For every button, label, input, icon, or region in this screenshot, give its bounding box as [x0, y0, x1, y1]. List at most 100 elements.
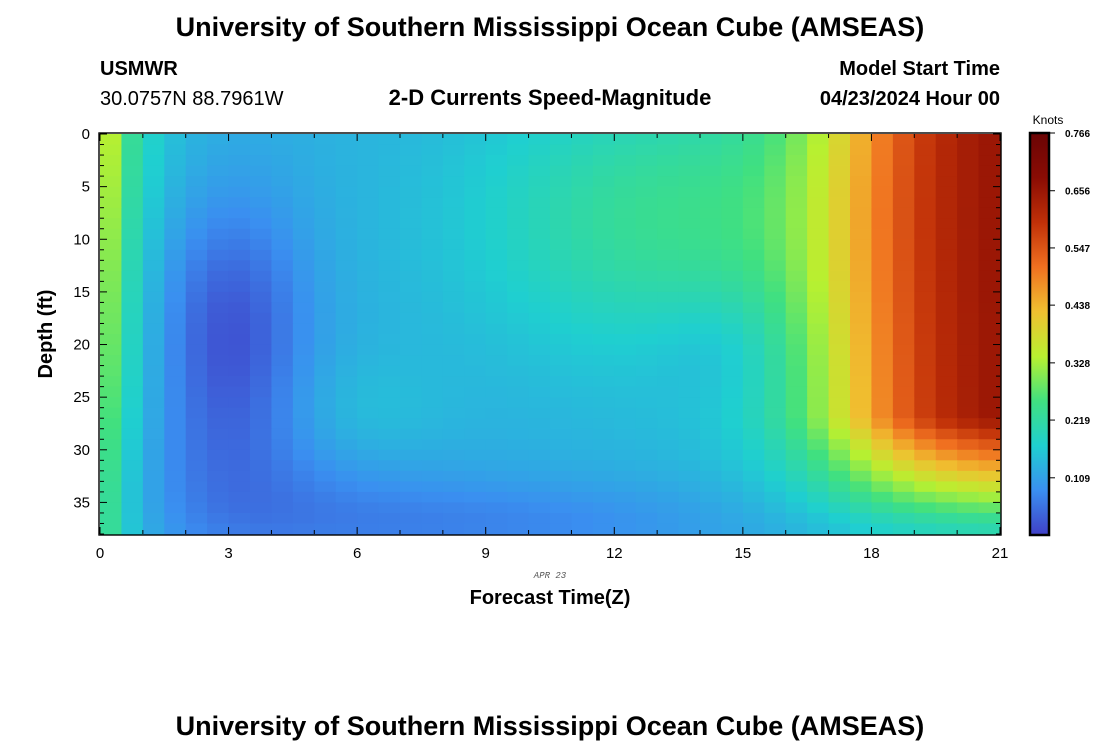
heatmap-cell [764, 502, 787, 514]
heatmap-cell [250, 302, 273, 314]
heatmap-cell [507, 460, 530, 472]
heatmap-cell [442, 449, 465, 461]
heatmap-cell [400, 291, 423, 304]
heatmap-cell [464, 439, 487, 451]
heatmap-cell [721, 344, 744, 356]
heatmap-cell [850, 481, 873, 493]
heatmap-cell [357, 428, 380, 440]
heatmap-cell [421, 165, 444, 177]
heatmap-cell [421, 344, 444, 356]
heatmap-cell [528, 312, 551, 325]
heatmap-cell [571, 512, 594, 525]
heatmap-cell [635, 491, 658, 504]
heatmap-cell [807, 270, 830, 282]
heatmap-cell [378, 281, 401, 293]
heatmap-cell [528, 165, 551, 177]
heatmap-cell [550, 291, 573, 304]
heatmap-cell [507, 449, 530, 461]
heatmap-cell [871, 407, 894, 419]
heatmap-cell [550, 312, 573, 325]
heatmap-cell [550, 481, 573, 493]
heatmap-cell [421, 228, 444, 240]
heatmap-cell [828, 512, 851, 525]
heatmap-cell [935, 270, 958, 282]
heatmap-cell [314, 365, 337, 377]
heatmap-cell [207, 418, 230, 430]
heatmap-cell [914, 134, 937, 146]
heatmap-cell [764, 512, 787, 525]
heatmap-cell [507, 165, 530, 177]
heatmap-cell [442, 334, 465, 346]
heatmap-cell [871, 428, 894, 440]
heatmap-cell [228, 355, 251, 367]
heatmap-cell [892, 481, 915, 493]
heatmap-cell [721, 134, 744, 146]
colorbar-tick-label: 0.328 [1065, 359, 1090, 370]
heatmap-cell [464, 323, 487, 335]
heatmap-cell [550, 376, 573, 388]
heatmap-cell [592, 207, 615, 219]
heatmap-cell [207, 491, 230, 504]
heatmap-cell [121, 376, 144, 388]
heatmap-cell [335, 270, 358, 282]
heatmap-cell [914, 239, 937, 251]
heatmap-cell [635, 449, 658, 461]
heatmap-cell [442, 155, 465, 167]
heatmap-cell [550, 134, 573, 146]
heatmap-cell [250, 491, 273, 504]
heatmap-cell [892, 407, 915, 419]
heatmap-cell [228, 176, 251, 188]
heatmap-cell [614, 249, 637, 261]
heatmap-cell [442, 239, 465, 251]
heatmap-cell [742, 302, 765, 314]
heatmap-cell [850, 397, 873, 409]
heatmap-cell [442, 144, 465, 156]
heatmap-cell [335, 523, 358, 535]
heatmap-cell [892, 386, 915, 398]
heatmap-cell [400, 523, 423, 535]
heatmap-cell [464, 302, 487, 314]
heatmap-cell [528, 144, 551, 156]
heatmap-cell [935, 249, 958, 261]
heatmap-cell [592, 134, 615, 146]
heatmap-cell [678, 523, 701, 535]
heatmap-cell [378, 470, 401, 482]
heatmap-cell [528, 512, 551, 525]
heatmap-cell [764, 207, 787, 219]
heatmap-cell [164, 491, 187, 504]
heatmap-cell [892, 376, 915, 388]
heatmap-cell [635, 176, 658, 188]
heatmap-cell [378, 386, 401, 398]
heatmap-cell [935, 376, 958, 388]
heatmap-cell [228, 165, 251, 177]
heatmap-cell [292, 470, 315, 482]
heatmap-cell [314, 218, 337, 230]
y-tick-label: 35 [73, 494, 90, 511]
heatmap-cell [657, 418, 680, 430]
heatmap-cell [657, 270, 680, 282]
heatmap-cell [935, 228, 958, 240]
x-tick-label: 12 [606, 545, 623, 562]
heatmap-cell [378, 376, 401, 388]
heatmap-cell [614, 176, 637, 188]
heatmap-cell [528, 470, 551, 482]
heatmap-cell [528, 481, 551, 493]
heatmap-cell [892, 291, 915, 304]
heatmap-cell [700, 418, 723, 430]
heatmap-cell [378, 365, 401, 377]
heatmap-cell [850, 439, 873, 451]
heatmap-cell [357, 291, 380, 304]
heatmap-cell [185, 428, 208, 440]
heatmap-cell [142, 260, 165, 272]
heatmap-cell [464, 365, 487, 377]
heatmap-cell [892, 439, 915, 451]
heatmap-cell [850, 249, 873, 261]
heatmap-cell [485, 397, 508, 409]
heatmap-cell [871, 460, 894, 472]
heatmap-cell [164, 418, 187, 430]
heatmap-cell [614, 355, 637, 367]
heatmap-cell [742, 323, 765, 335]
heatmap-cell [464, 512, 487, 525]
heatmap-cell [678, 312, 701, 325]
heatmap-cell [571, 428, 594, 440]
